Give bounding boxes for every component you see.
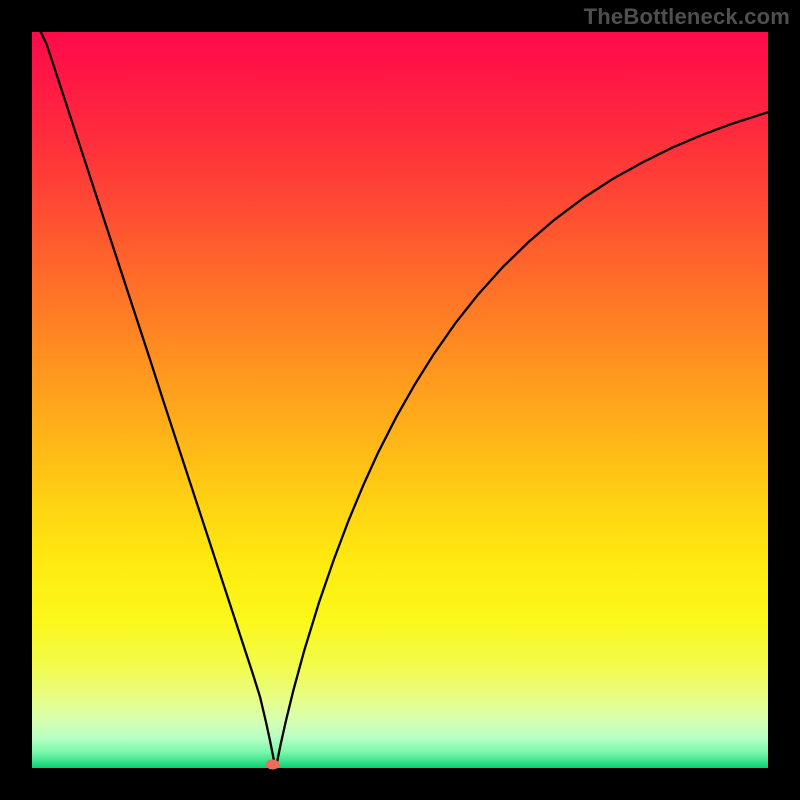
curve-minimum-marker: [266, 760, 280, 770]
chart-svg: [0, 0, 800, 800]
plot-background: [32, 32, 768, 768]
watermark-text: TheBottleneck.com: [584, 4, 790, 30]
chart-frame: TheBottleneck.com: [0, 0, 800, 800]
